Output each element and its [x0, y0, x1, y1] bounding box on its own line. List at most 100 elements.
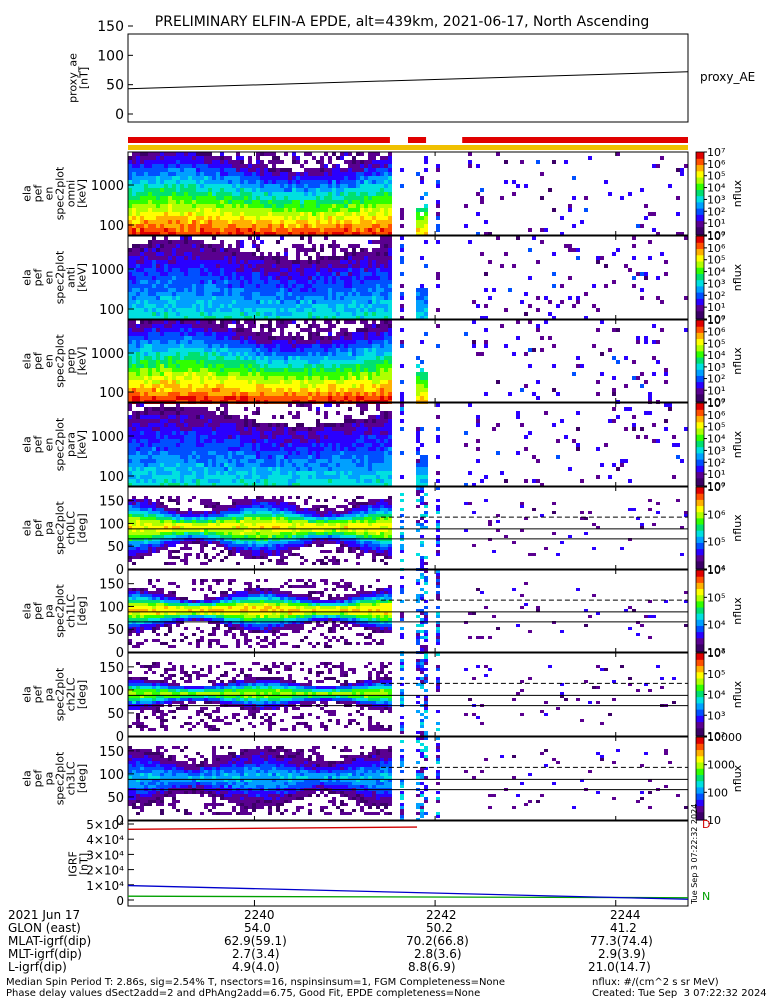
- heatmap-cell: [264, 340, 268, 344]
- heatmap-cell: [228, 192, 232, 196]
- heatmap-cell: [240, 308, 244, 312]
- heatmap-cell: [144, 196, 148, 200]
- heatmap-cell: [180, 284, 184, 288]
- heatmap-cell: [156, 407, 160, 411]
- heatmap-cell: [184, 256, 188, 260]
- heatmap-cell: [280, 376, 284, 380]
- heatmap-cell: [132, 415, 136, 419]
- heatmap-cell: [204, 316, 208, 320]
- heatmap-cell: [380, 244, 384, 248]
- heatmap-cell: [192, 276, 196, 280]
- heatmap-cell: [348, 184, 352, 188]
- heatmap-cell: [164, 415, 168, 419]
- heatmap-cell: [424, 308, 428, 312]
- heatmap-cell: [184, 180, 188, 184]
- heatmap-cell: [348, 336, 352, 340]
- heatmap-cell: [208, 208, 212, 212]
- heatmap-cell: [216, 447, 220, 451]
- heatmap-cell: [212, 356, 216, 360]
- heatmap-cell: [200, 156, 204, 160]
- heatmap-cell: [140, 300, 144, 304]
- heatmap-cell: [336, 232, 340, 236]
- heatmap-cell: [240, 392, 244, 396]
- heatmap-cell: [140, 336, 144, 340]
- heatmap-cell: [264, 204, 268, 208]
- heatmap-cell: [204, 260, 208, 264]
- heatmap-cell: [260, 312, 264, 316]
- heatmap-cell: [132, 419, 136, 423]
- heatmap-cell: [252, 455, 256, 459]
- heatmap-cell: [224, 376, 228, 380]
- heatmap-cell: [248, 312, 252, 316]
- heatmap-cell: [340, 180, 344, 184]
- heatmap-cell: [552, 364, 556, 368]
- heatmap-cell: [192, 316, 196, 320]
- heatmap-cell: [332, 292, 336, 296]
- heatmap-cell: [380, 196, 384, 200]
- heatmap-cell: [252, 411, 256, 415]
- heatmap-cell: [284, 220, 288, 224]
- heatmap-cell: [156, 344, 160, 348]
- coverage-bar-red: [128, 137, 390, 143]
- heatmap-cell: [268, 364, 272, 368]
- heatmap-cell: [300, 308, 304, 312]
- heatmap-cell: [240, 212, 244, 216]
- heatmap-cell: [136, 244, 140, 248]
- heatmap-cell: [168, 463, 172, 467]
- heatmap-cell: [332, 276, 336, 280]
- heatmap-cell: [384, 308, 388, 312]
- heatmap-cell: [160, 216, 164, 220]
- heatmap-cell: [312, 384, 316, 388]
- heatmap-cell: [156, 172, 160, 176]
- heatmap-cell: [232, 276, 236, 280]
- colorbar-segment: [696, 164, 704, 168]
- heatmap-cell: [204, 392, 208, 396]
- heatmap-cell: [320, 172, 324, 176]
- heatmap-cell: [604, 284, 608, 288]
- heatmap-cell: [356, 176, 360, 180]
- heatmap-cell: [264, 152, 268, 156]
- heatmap-cell: [172, 256, 176, 260]
- heatmap-cell: [132, 316, 136, 320]
- colorbar-segment: [696, 183, 704, 186]
- heatmap-cell: [152, 224, 156, 228]
- heatmap-cell: [272, 396, 276, 400]
- heatmap-cell: [360, 344, 364, 348]
- heatmap-cell: [480, 352, 484, 356]
- heatmap-cell: [348, 380, 352, 384]
- colorbar-segment: [696, 242, 704, 245]
- heatmap-cell: [152, 200, 156, 204]
- heatmap-cell: [236, 336, 240, 340]
- heatmap-cell: [344, 308, 348, 312]
- heatmap-cell: [336, 384, 340, 388]
- heatmap-cell: [320, 316, 324, 320]
- heatmap-cell: [340, 224, 344, 228]
- heatmap-cell: [188, 244, 192, 248]
- heatmap-cell: [344, 176, 348, 180]
- heatmap-cell: [212, 156, 216, 160]
- colorbar-segment: [696, 320, 704, 323]
- heatmap-cell: [304, 268, 308, 272]
- heatmap-cell: [184, 435, 188, 439]
- heatmap-cell: [184, 463, 188, 467]
- heatmap-cell: [308, 212, 312, 216]
- heatmap-cell: [160, 260, 164, 264]
- heatmap-cell: [168, 180, 172, 184]
- heatmap-cell: [140, 435, 144, 439]
- heatmap-cell: [344, 168, 348, 172]
- heatmap-cell: [168, 172, 172, 176]
- heatmap-cell: [208, 447, 212, 451]
- colorbar-segment: [696, 172, 704, 176]
- heatmap-cell: [208, 280, 212, 284]
- heatmap-cell: [616, 328, 620, 332]
- heatmap-cell: [324, 320, 328, 324]
- heatmap-cell: [180, 356, 184, 360]
- heatmap-cell: [240, 451, 244, 455]
- heatmap-cell: [188, 160, 192, 164]
- heatmap-cell: [212, 304, 216, 308]
- heatmap-cell: [136, 176, 140, 180]
- heatmap-cell: [148, 296, 152, 300]
- heatmap-cell: [248, 352, 252, 356]
- heatmap-cell: [340, 360, 344, 364]
- colorbar-segment: [696, 273, 704, 277]
